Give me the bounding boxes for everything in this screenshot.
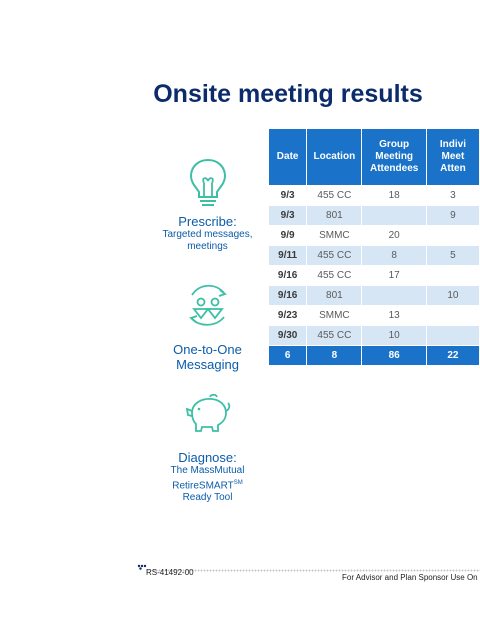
cell-date: 9/3 — [269, 185, 308, 206]
cell-date: 9/16 — [269, 285, 308, 306]
total-group: 86 — [361, 345, 427, 365]
piggy-bank-icon — [185, 393, 230, 432]
cell-location: 801 — [306, 285, 363, 306]
header-date: Date — [269, 129, 308, 186]
table-total-row: 6 8 86 22 — [269, 345, 480, 365]
footer-dots-icon — [137, 564, 147, 570]
footer-use-note: For Advisor and Plan Sponsor Use On — [342, 573, 478, 582]
one-to-one-heading-line-2: Messaging — [176, 357, 239, 372]
cell-individual — [426, 325, 480, 346]
diagnose-sub-line-1: The MassMutual — [170, 465, 245, 476]
cell-location: 455 CC — [306, 185, 363, 206]
cell-date: 9/11 — [269, 245, 308, 266]
feature-one-to-one: One-to-One Messaging — [140, 281, 275, 372]
table-row: 9/11 455 CC 8 5 — [269, 245, 480, 266]
cell-individual — [426, 225, 480, 246]
prescribe-sub-line-1: Targeted messages, — [162, 229, 253, 240]
cell-individual — [426, 305, 480, 326]
table-row: 9/16 801 10 — [269, 285, 480, 306]
cell-location: 455 CC — [306, 245, 363, 266]
diagnose-heading: Diagnose: — [178, 450, 237, 465]
table-header-row: Date Location Group Meeting Attendees Indi… — [269, 129, 480, 186]
cell-group — [361, 285, 427, 306]
cell-individual: 9 — [426, 205, 480, 226]
table-row: 9/23 SMMC 13 — [269, 305, 480, 326]
one-to-one-heading-line-1: One-to-One — [173, 342, 242, 357]
cell-group — [361, 205, 427, 226]
table-row: 9/3 801 9 — [269, 205, 480, 226]
footer-divider — [146, 569, 480, 572]
cell-individual — [426, 265, 480, 286]
cell-date: 9/30 — [269, 325, 308, 346]
table-row: 9/3 455 CC 18 3 — [269, 185, 480, 206]
footer-code: RS-41492-00 — [146, 568, 194, 577]
cell-individual: 5 — [426, 245, 480, 266]
cell-group: 20 — [361, 225, 427, 246]
feature-diagnose: Diagnose: The MassMutual RetireSMARTSM R… — [140, 393, 275, 504]
cell-date: 9/9 — [269, 225, 308, 246]
cell-location: 455 CC — [306, 265, 363, 286]
table-row: 9/16 455 CC 17 — [269, 265, 480, 286]
cell-individual: 3 — [426, 185, 480, 206]
cell-location: SMMC — [306, 225, 363, 246]
cell-location: 801 — [306, 205, 363, 226]
prescribe-heading: Prescribe: — [178, 214, 237, 229]
feature-prescribe: Prescribe: Targeted messages, meetings — [140, 157, 275, 253]
cell-location: SMMC — [306, 305, 363, 326]
cell-location: 455 CC — [306, 325, 363, 346]
cell-group: 13 — [361, 305, 427, 326]
people-exchange-icon — [188, 284, 227, 326]
header-individual: Indivi Meet Atten — [426, 129, 480, 186]
page-title: Onsite meeting results — [153, 80, 423, 108]
cell-group: 10 — [361, 325, 427, 346]
table-row: 9/9 SMMC 20 — [269, 225, 480, 246]
prescribe-sub-line-2: meetings — [187, 241, 228, 252]
total-date: 6 — [269, 345, 308, 365]
cell-date: 9/23 — [269, 305, 308, 326]
cell-group: 17 — [361, 265, 427, 286]
cell-group: 18 — [361, 185, 427, 206]
cell-date: 9/16 — [269, 265, 308, 286]
table-row: 9/30 455 CC 10 — [269, 325, 480, 346]
total-individual: 22 — [426, 345, 480, 365]
lightbulb-icon — [189, 158, 226, 206]
cell-date: 9/3 — [269, 205, 308, 226]
total-location: 8 — [306, 345, 363, 365]
cell-individual: 10 — [426, 285, 480, 306]
results-table: Date Location Group Meeting Attendees Indi… — [269, 129, 480, 365]
diagnose-sub-line-3: Ready Tool — [182, 492, 233, 504]
header-group: Group Meeting Attendees — [361, 129, 427, 186]
diagnose-sub-line-2: RetireSMARTSM — [172, 480, 243, 492]
cell-group: 8 — [361, 245, 427, 266]
header-location: Location — [306, 129, 363, 186]
